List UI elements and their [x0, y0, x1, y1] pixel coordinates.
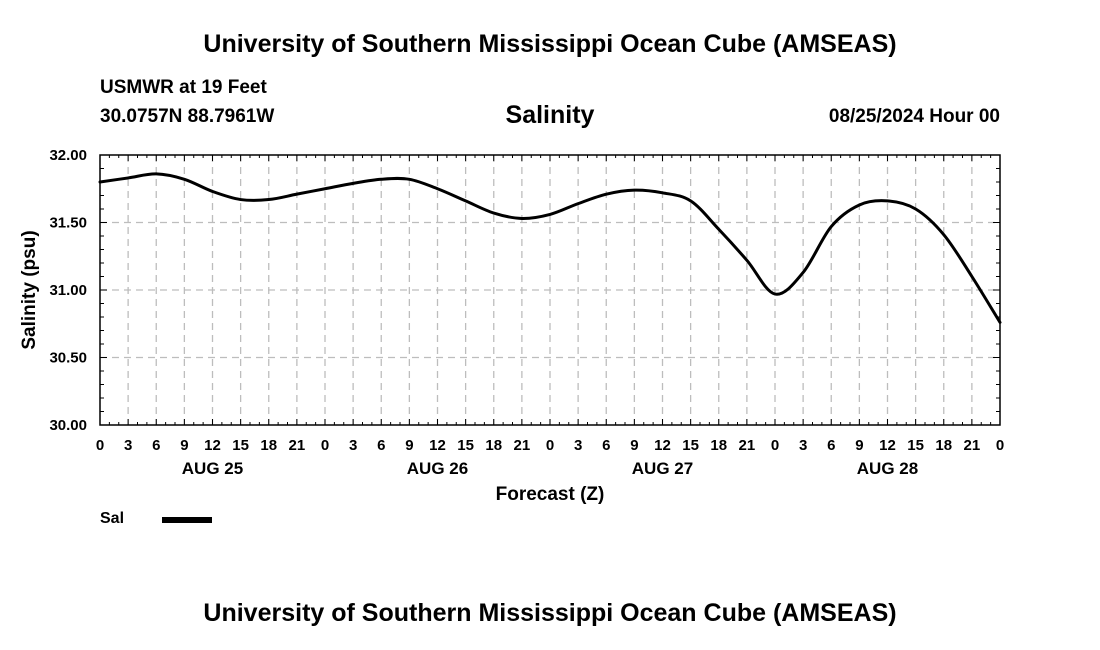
plot-frame	[99, 154, 1001, 426]
x-tick-label: 15	[457, 437, 474, 454]
y-axis-label: Salinity (psu)	[19, 230, 40, 349]
day-labels: AUG 25 AUG 26 AUG 27 AUG 28	[182, 459, 918, 478]
x-tick-label: 6	[377, 437, 385, 454]
y-tick-label: 31.00	[49, 282, 87, 299]
day-label: AUG 27	[632, 459, 693, 478]
x-tick-label: 12	[429, 437, 446, 454]
x-tick-label: 6	[152, 437, 160, 454]
x-tick-label: 3	[574, 437, 582, 454]
x-tick-label: 12	[879, 437, 896, 454]
x-tick-label: 0	[96, 437, 104, 454]
x-tick-label: 6	[827, 437, 835, 454]
x-tick-label: 9	[855, 437, 863, 454]
x-tick-label: 9	[180, 437, 188, 454]
x-tick-label: 21	[289, 437, 306, 454]
day-label: AUG 28	[857, 459, 918, 478]
forecast-datetime: 08/25/2024 Hour 00	[828, 106, 1000, 127]
y-tick-labels: 30.00 30.50 31.00 31.50 32.00	[49, 147, 87, 434]
x-tick-label: 21	[739, 437, 756, 454]
series-line-sal	[98, 172, 1002, 324]
x-tick-label: 3	[799, 437, 807, 454]
page-title: University of Southern Mississippi Ocean…	[203, 30, 897, 58]
y-tick-label: 30.50	[49, 350, 87, 367]
x-tick-label: 18	[260, 437, 277, 454]
chart-title: Salinity	[505, 101, 595, 129]
x-tick-label: 0	[771, 437, 779, 454]
x-tick-label: 0	[546, 437, 554, 454]
station-name: USMWR at 19 Feet	[100, 77, 267, 98]
x-tick-label: 3	[349, 437, 357, 454]
x-tick-label: 21	[514, 437, 531, 454]
x-tick-label: 12	[204, 437, 221, 454]
y-tick-label: 30.00	[49, 417, 87, 434]
x-tick-label: 15	[907, 437, 924, 454]
x-tick-label: 9	[405, 437, 413, 454]
x-tick-label: 15	[682, 437, 699, 454]
day-label: AUG 26	[407, 459, 468, 478]
station-coordinates: 30.0757N 88.7961W	[100, 106, 275, 127]
x-tick-label: 0	[321, 437, 329, 454]
footer-title: University of Southern Mississippi Ocean…	[203, 599, 897, 627]
x-tick-label: 9	[630, 437, 638, 454]
legend-swatch	[162, 517, 212, 523]
x-tick-label: 0	[996, 437, 1004, 454]
y-tick-label: 32.00	[49, 147, 87, 164]
x-tick-label: 3	[124, 437, 132, 454]
legend-label: Sal	[100, 510, 125, 527]
x-tick-label: 18	[935, 437, 952, 454]
day-label: AUG 25	[182, 459, 243, 478]
x-tick-label: 18	[485, 437, 502, 454]
x-tick-label: 15	[232, 437, 249, 454]
x-tick-label: 18	[710, 437, 727, 454]
x-tick-label: 6	[602, 437, 610, 454]
grid-lines	[100, 155, 1000, 425]
x-tick-labels: 0 3 6 9 12 15 18 21 0 3 6 9 12 15 18 21 0 3 6 9 12 15 18 21 0 3 6 9…	[96, 437, 1004, 454]
x-axis-label: Forecast (Z)	[496, 484, 605, 505]
y-tick-label: 31.50	[49, 215, 87, 232]
x-tick-label: 21	[964, 437, 981, 454]
x-tick-label: 12	[654, 437, 671, 454]
